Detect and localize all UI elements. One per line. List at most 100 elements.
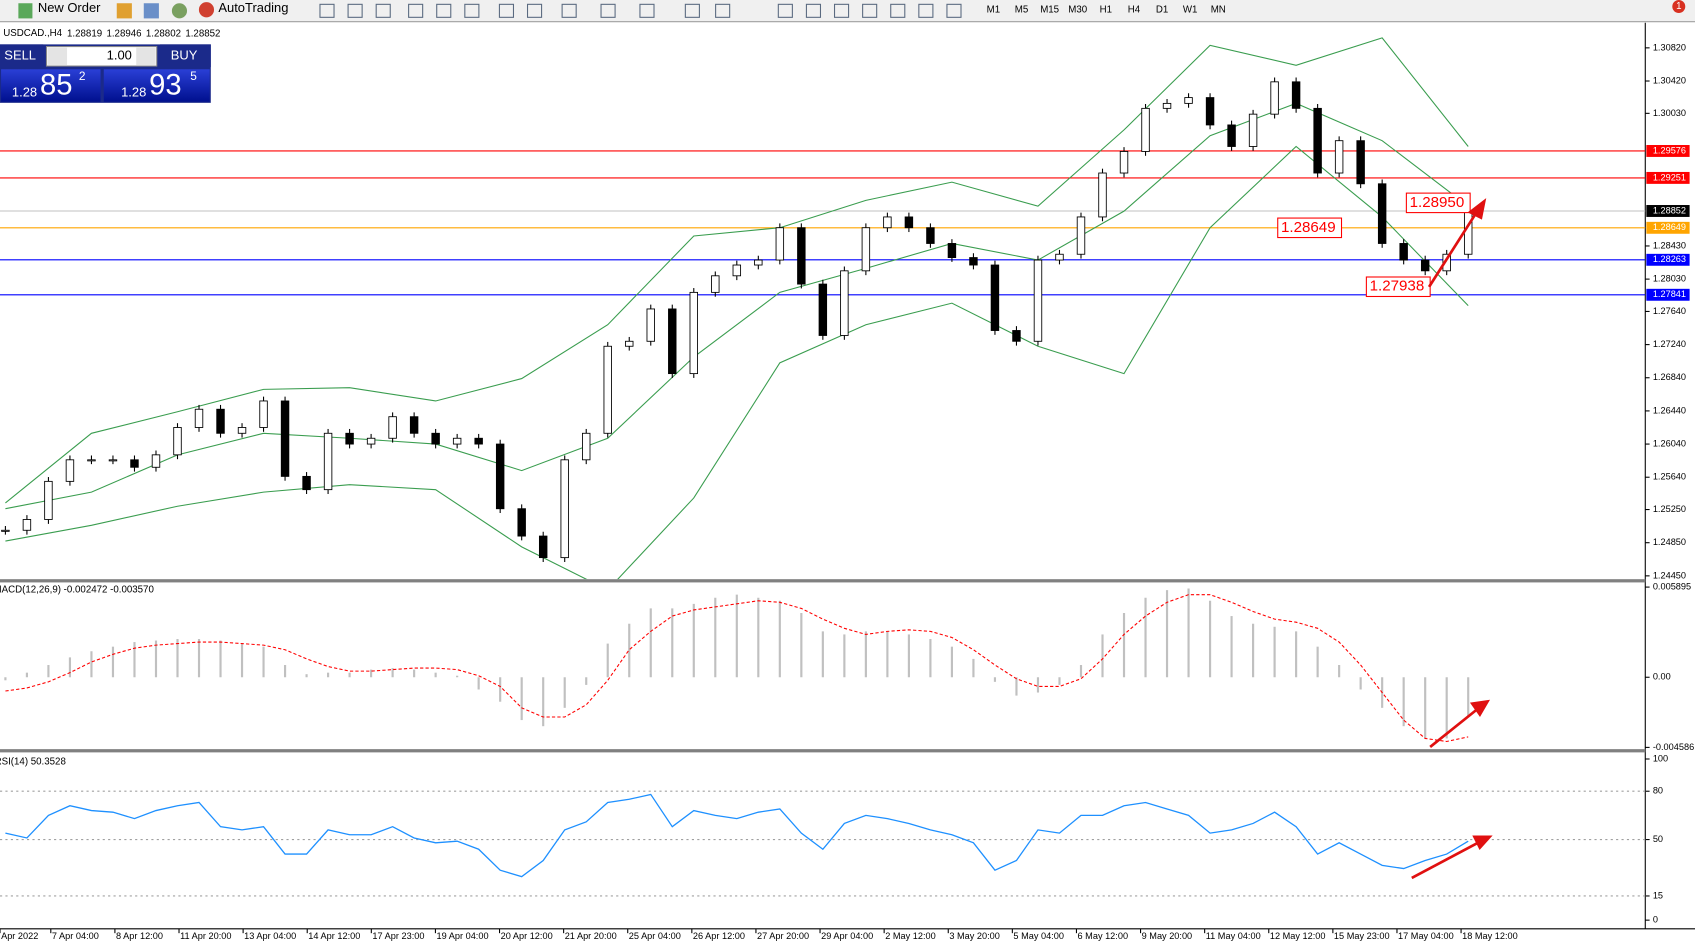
candle: [1, 529, 10, 532]
candle: [87, 459, 96, 462]
candle: [366, 437, 376, 445]
tool-icon[interactable]: [319, 3, 335, 18]
y-tick-label: 1.30030: [1653, 108, 1686, 118]
time-label: 27 Apr 20:00: [757, 931, 809, 941]
candle: [1248, 113, 1258, 147]
arrow-head: [1472, 835, 1493, 851]
y-tick-label: -0.004586: [1653, 742, 1694, 752]
candle: [603, 345, 612, 434]
candle: [840, 270, 849, 336]
timeframe-button[interactable]: H4: [1128, 4, 1141, 15]
candle: [1184, 97, 1193, 104]
icon[interactable]: [171, 3, 188, 19]
candle: [1420, 259, 1430, 272]
candle: [1334, 140, 1344, 174]
y-tick-label: 15: [1653, 890, 1663, 900]
time-label: 11 May 04:00: [1206, 931, 1261, 941]
buy-button[interactable]: [159, 44, 211, 68]
buy-price[interactable]: [103, 69, 210, 102]
pane-separator: [0, 579, 1646, 583]
time-label: 18 May 12:00: [1462, 931, 1518, 941]
tool-icon[interactable]: [600, 3, 616, 18]
time-label: 13 Apr 04:00: [244, 931, 296, 941]
timeframe-button[interactable]: H1: [1100, 4, 1112, 15]
tool-icon[interactable]: [375, 3, 391, 18]
candle: [1076, 216, 1086, 255]
candle: [732, 264, 742, 277]
alert-badge[interactable]: [1672, 0, 1686, 13]
timeframe-button[interactable]: M5: [1015, 4, 1029, 15]
candle: [1227, 124, 1236, 147]
tool-icon[interactable]: [805, 3, 822, 18]
time-label: 25 Apr 04:00: [629, 931, 681, 941]
price-sup: 2: [79, 69, 86, 83]
candle: [259, 400, 268, 428]
icon[interactable]: [116, 3, 132, 19]
candle: [646, 308, 655, 342]
time-label: 21 Apr 20:00: [565, 931, 617, 941]
time-label: 6 May 12:00: [1078, 931, 1129, 941]
timeframe-button[interactable]: D1: [1156, 4, 1168, 15]
candle: [668, 308, 677, 375]
tool-icon[interactable]: [639, 3, 655, 18]
y-tick-label: 1.25250: [1653, 504, 1686, 514]
candle: [1055, 253, 1064, 261]
y-tick-label: 0: [1653, 915, 1658, 925]
timeframe-button[interactable]: M1: [987, 4, 1001, 15]
timeframe-button[interactable]: W1: [1183, 4, 1198, 15]
tool-icon[interactable]: [918, 3, 934, 18]
candle: [517, 508, 526, 537]
lot-value: 1.00: [107, 48, 132, 63]
rsi-title: RSI(14) 50.3528: [0, 757, 66, 768]
y-tick-label: 1.28430: [1653, 240, 1686, 250]
candle: [990, 264, 1000, 331]
time-label: 17 Apr 23:00: [372, 931, 424, 941]
lot-down[interactable]: [47, 47, 68, 65]
candle: [1012, 330, 1021, 342]
tool-icon[interactable]: [833, 3, 850, 18]
new-order-button[interactable]: New Order: [18, 0, 101, 19]
tool-icon[interactable]: [408, 3, 424, 18]
autotrading-button[interactable]: AutoTrading: [198, 0, 289, 18]
sell-button[interactable]: [0, 44, 44, 68]
sell-price[interactable]: [1, 69, 101, 102]
price-sup: 5: [190, 69, 197, 83]
arrow: [1429, 706, 1480, 749]
tool-icon[interactable]: [498, 3, 515, 18]
tool-icon[interactable]: [777, 3, 793, 18]
tool-icon[interactable]: [436, 3, 452, 18]
timeframe-button[interactable]: MN: [1211, 4, 1226, 15]
level-label: 1.29576: [1653, 145, 1686, 155]
candle: [625, 340, 634, 347]
tool-icon[interactable]: [347, 3, 363, 18]
candle: [926, 227, 935, 244]
lot-up[interactable]: [136, 47, 156, 65]
tool-icon[interactable]: [715, 3, 731, 18]
tool-icon[interactable]: [946, 3, 962, 18]
timeframe-button[interactable]: M30: [1068, 4, 1087, 15]
tool-icon[interactable]: [684, 3, 700, 18]
timeframes: M1 M5 M15 M30 H1 H4 D1 W1 MN: [987, 4, 1226, 15]
candle: [560, 459, 569, 559]
lot-input[interactable]: [45, 46, 158, 67]
candle: [323, 432, 333, 491]
candle: [431, 432, 440, 445]
chart-area: [0, 22, 1695, 944]
candle: [582, 432, 591, 461]
main-axis: 1.30820 1.30420 1.30030 1.28430 1.28030 1.276…: [1277, 42, 1690, 580]
tool-icon[interactable]: [862, 3, 878, 18]
candle: [237, 427, 247, 434]
buy-label: BUY: [171, 48, 198, 63]
arrows: [1411, 198, 1493, 880]
timeframe-button[interactable]: M15: [1040, 4, 1059, 15]
tool-icon[interactable]: [464, 3, 480, 18]
tool-icon[interactable]: [890, 3, 906, 18]
tool-icon[interactable]: [561, 3, 577, 18]
candle: [538, 535, 548, 559]
level-box: [1646, 221, 1690, 234]
candle: [452, 437, 462, 445]
candle: [1313, 107, 1322, 174]
tool-icon[interactable]: [526, 3, 543, 18]
level-box: [1646, 288, 1690, 301]
icon[interactable]: [143, 3, 159, 19]
